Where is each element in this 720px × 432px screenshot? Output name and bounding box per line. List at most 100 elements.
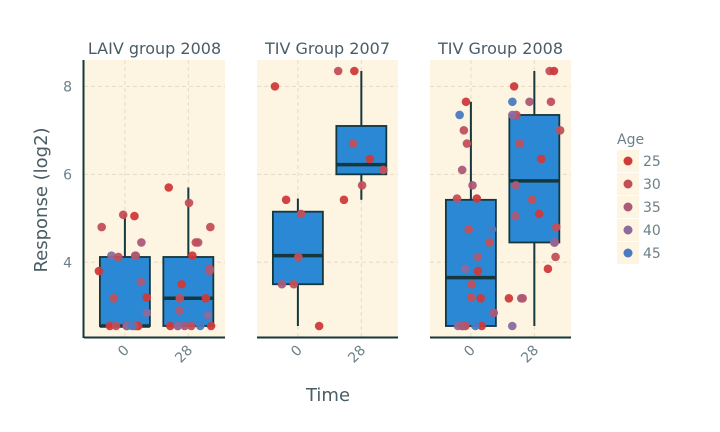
data-point — [339, 195, 349, 205]
data-point — [289, 279, 299, 289]
data-point — [485, 238, 495, 247]
data-point — [379, 165, 388, 175]
data-point — [551, 222, 561, 232]
data-point — [515, 139, 525, 148]
data-point — [294, 252, 303, 262]
data-point — [177, 279, 186, 289]
data-point — [109, 294, 119, 303]
x-tick-label: 28 — [518, 343, 542, 367]
data-point — [137, 238, 146, 247]
data-point — [296, 209, 306, 219]
data-point — [191, 238, 201, 247]
data-point — [462, 139, 472, 148]
data-point — [136, 277, 146, 287]
data-point — [509, 82, 519, 91]
data-point — [551, 252, 560, 262]
data-point — [549, 66, 559, 76]
data-point — [107, 251, 116, 260]
legend-label: 40 — [643, 223, 661, 239]
data-point — [466, 293, 476, 302]
data-point — [184, 198, 194, 208]
data-point — [205, 266, 214, 276]
data-point — [487, 224, 497, 234]
x-tick-label: 0 — [288, 343, 306, 361]
data-point — [511, 211, 520, 221]
legend-entry: 40 — [617, 219, 661, 241]
legend-label: 35 — [643, 200, 661, 216]
panel-3: TIV Group 2008 0 28 — [430, 39, 571, 366]
legend-entry: 25 — [617, 150, 661, 172]
data-point — [142, 308, 152, 318]
data-point — [476, 294, 486, 303]
data-point — [165, 321, 175, 331]
data-point — [175, 294, 185, 303]
legend-label: 25 — [643, 154, 661, 170]
legend-label: 45 — [643, 246, 661, 262]
data-point — [511, 181, 521, 190]
data-point — [508, 110, 517, 120]
data-point — [516, 294, 526, 303]
data-point — [281, 195, 291, 205]
data-point — [142, 293, 152, 302]
data-point — [195, 321, 205, 331]
x-axis-title: Time — [305, 385, 350, 406]
legend-key — [623, 225, 633, 235]
data-point — [97, 222, 106, 232]
data-point — [468, 181, 477, 190]
data-point — [460, 264, 470, 274]
x-tick-label: 0 — [461, 343, 479, 361]
box-iqr — [335, 125, 388, 176]
box-0 — [271, 198, 324, 327]
panel-1: LAIV group 2008 0 28 4 6 8 — [63, 39, 225, 366]
y-axis-title: Response (log2) — [31, 127, 52, 272]
x-tick-label: 28 — [345, 343, 369, 367]
legend-key — [623, 156, 633, 166]
data-point — [471, 321, 480, 331]
data-point — [527, 195, 537, 205]
box-iqr — [271, 210, 324, 286]
data-point — [455, 110, 464, 120]
data-point — [536, 154, 546, 164]
data-point — [333, 66, 343, 76]
data-point — [348, 139, 358, 148]
data-point — [489, 308, 499, 318]
data-point — [543, 264, 553, 274]
panel-title: TIV Group 2008 — [437, 39, 563, 58]
data-point — [270, 82, 280, 91]
box-28 — [335, 70, 388, 200]
data-point — [94, 266, 104, 276]
legend-key — [623, 248, 633, 258]
data-point — [277, 279, 287, 289]
legend-key — [623, 202, 633, 212]
box-iqr — [444, 198, 497, 327]
data-point — [105, 321, 115, 331]
data-point — [114, 252, 123, 262]
data-point — [203, 310, 213, 320]
data-point — [546, 97, 556, 107]
data-point — [508, 97, 517, 107]
data-point — [350, 66, 359, 76]
box-28 — [508, 70, 561, 327]
data-point — [314, 321, 324, 331]
data-point — [187, 321, 196, 331]
x-tick-label: 0 — [115, 343, 133, 361]
data-point — [180, 321, 189, 331]
data-point — [550, 238, 559, 247]
box-iqr — [98, 256, 151, 327]
data-point — [473, 252, 483, 262]
data-point — [188, 251, 197, 260]
data-point — [534, 209, 544, 219]
data-point — [457, 321, 467, 331]
legend-entry: 45 — [617, 242, 661, 264]
data-point — [130, 251, 140, 260]
x-tick-label: 28 — [172, 343, 196, 367]
data-point — [130, 211, 139, 221]
panel-title: TIV Group 2007 — [264, 39, 390, 58]
data-point — [464, 224, 473, 234]
data-point — [504, 294, 514, 303]
data-point — [459, 126, 469, 135]
data-point — [111, 321, 121, 331]
